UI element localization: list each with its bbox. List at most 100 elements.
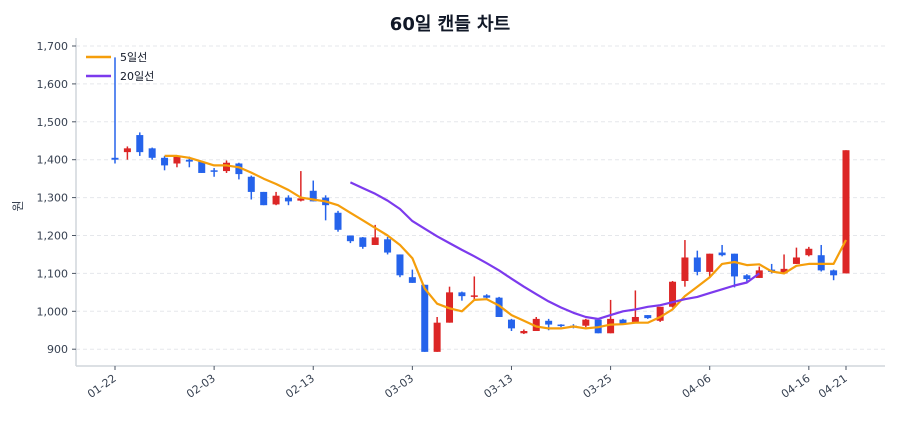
x-tick-label: 01-22 [85, 372, 119, 401]
x-tick-label: 02-03 [184, 372, 218, 401]
candle-down [644, 315, 652, 319]
x-tick-label: 03-03 [382, 372, 416, 401]
candle-down [161, 155, 169, 171]
candle-body [842, 150, 850, 274]
chart-title: 60일 캔들 차트 [390, 14, 510, 35]
candle-down [730, 253, 738, 288]
candle-body [669, 281, 677, 307]
candle-up [780, 254, 788, 275]
candle-down [334, 210, 342, 232]
candle-body [470, 295, 478, 297]
x-tick-label: 03-25 [581, 372, 615, 401]
candle-body [297, 198, 305, 201]
candle-down [309, 180, 317, 202]
legend-label: 20일선 [120, 69, 154, 83]
candle-body [644, 315, 652, 319]
candle-down [260, 191, 268, 206]
candle-body [557, 324, 565, 327]
candle-body [223, 162, 231, 172]
candle-body [272, 195, 280, 205]
candle-body [631, 316, 639, 322]
candle-body [681, 257, 689, 281]
candle-down [111, 57, 119, 164]
candle-up [805, 246, 813, 257]
candle-body [582, 319, 590, 326]
candle-down [718, 244, 726, 257]
y-tick-label: 1,300 [37, 192, 69, 205]
candle-body [173, 156, 181, 164]
candle-up [272, 191, 280, 206]
ma5-line [164, 154, 847, 330]
y-tick-label: 1,100 [37, 267, 69, 280]
candle-body [421, 284, 429, 352]
candle-down [247, 175, 255, 200]
y-tick-label: 1,400 [37, 154, 69, 167]
moving-average-lines [164, 154, 847, 330]
candle-body [458, 292, 466, 297]
candle-up [520, 329, 528, 335]
y-tick-label: 1,700 [37, 40, 69, 53]
candle-up [631, 290, 639, 323]
candle-body [198, 161, 206, 173]
candle-body [830, 270, 838, 276]
candle-body [210, 170, 218, 172]
candle-body [805, 248, 813, 256]
candle-down [421, 284, 429, 352]
candle-body [520, 331, 528, 334]
candle-body [371, 237, 379, 245]
candle-down [198, 161, 206, 173]
candle-body [706, 253, 714, 272]
candle-body [284, 197, 292, 202]
y-axis: 900 1,000 1,100 1,200 1,300 1,400 1,500 1,600 1,… [37, 38, 77, 366]
legend-label: 5일선 [120, 50, 147, 64]
candle-down [359, 237, 367, 249]
y-tick-label: 900 [47, 343, 68, 356]
x-axis: 01-22 02-03 02-13 03-03 03-13 03-25 04-06 04-16… [76, 365, 885, 401]
candle-up [433, 316, 441, 352]
candle-down [693, 250, 701, 276]
candle-body [619, 319, 627, 325]
y-axis-label: 원 [11, 200, 25, 211]
candle-down [458, 291, 466, 301]
candle-up [446, 286, 454, 323]
candle-down [235, 162, 243, 180]
candle-down [743, 274, 751, 282]
x-tick-label: 04-16 [779, 372, 813, 401]
candle-body [111, 157, 119, 160]
x-tick-label: 04-06 [680, 372, 714, 401]
candle-up [842, 150, 850, 274]
legend: 5일선 20일선 [86, 50, 154, 83]
candle-up [656, 306, 664, 322]
candle-down [396, 254, 404, 278]
candle-down [384, 237, 392, 255]
x-tick-label: 03-13 [482, 372, 516, 401]
candle-body [656, 306, 664, 321]
candle-down [830, 269, 838, 281]
y-tick-label: 1,200 [37, 230, 69, 243]
candle-body [384, 239, 392, 253]
candle-body [545, 320, 553, 325]
candle-down [507, 318, 515, 332]
candle-up [223, 160, 231, 173]
candle-body [123, 148, 131, 153]
candle-body [309, 190, 317, 202]
candle-body [532, 318, 540, 332]
candle-body [396, 254, 404, 276]
candle-body [817, 255, 825, 271]
candle-down [136, 132, 144, 156]
candle-up [582, 318, 590, 328]
candle-down [557, 324, 565, 328]
candle-up [173, 155, 181, 168]
candle-down [408, 269, 416, 283]
candle-body [185, 159, 193, 162]
candle-body [148, 148, 156, 158]
candle-body [247, 176, 255, 192]
candle-down [284, 195, 292, 206]
x-tick-label: 04-21 [816, 372, 850, 401]
candle-body [334, 212, 342, 230]
candle-up [470, 276, 478, 301]
candles [111, 57, 850, 352]
candle-body [433, 322, 441, 352]
candle-up [532, 316, 540, 332]
